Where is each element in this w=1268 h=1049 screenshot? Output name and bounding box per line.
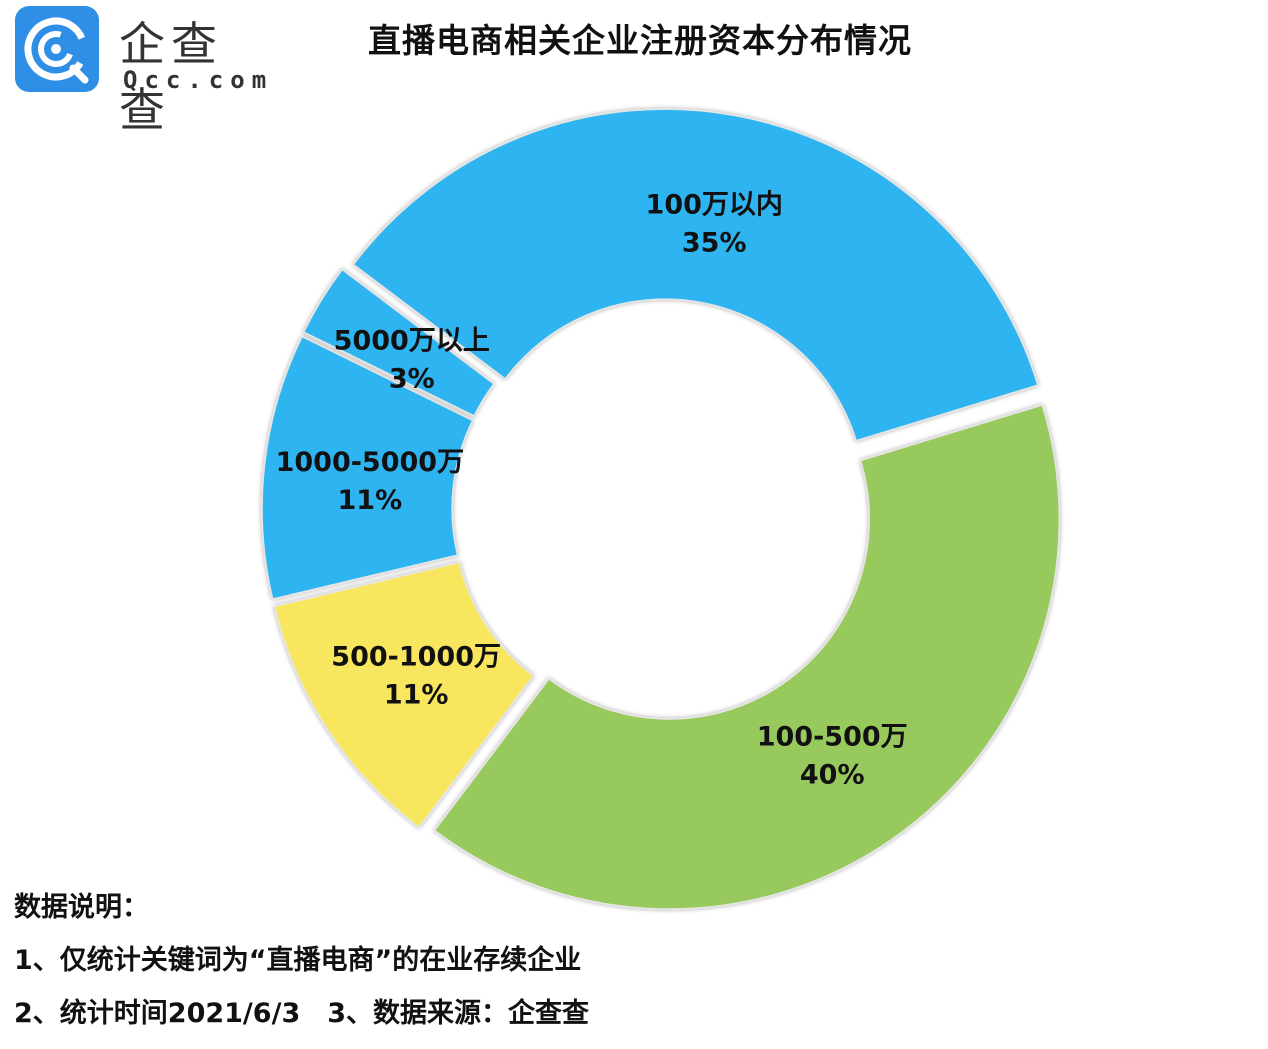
logo-text-en: Qcc.com	[123, 66, 274, 94]
slice-label: 5000万以上	[334, 325, 490, 356]
slice-2	[273, 561, 535, 829]
notes-heading: 数据说明：	[14, 892, 149, 923]
slice-value-label: 3%	[389, 363, 435, 394]
slice-label: 1000-5000万	[276, 447, 465, 478]
notes-line-1: 1、仅统计关键词为“直播电商”的在业存续企业	[14, 945, 582, 976]
slice-value-label: 40%	[800, 760, 865, 791]
slice-label: 500-1000万	[331, 642, 501, 673]
slice-value-label: 11%	[338, 485, 403, 516]
slice-label: 100万以内	[646, 189, 783, 220]
slice-3	[261, 335, 474, 601]
slice-4	[302, 268, 495, 417]
qcc-logo: 企查查 Qcc.com	[15, 6, 266, 137]
slice-value-label: 35%	[682, 227, 747, 258]
notes-line-2: 2、统计时间2021/6/3 3、数据来源：企查查	[14, 998, 590, 1029]
slice-0	[352, 108, 1039, 442]
logo-icon	[15, 6, 99, 92]
data-notes: 数据说明： 1、仅统计关键词为“直播电商”的在业存续企业 2、统计时间2021/…	[14, 890, 589, 1049]
chart-title: 直播电商相关企业注册资本分布情况	[368, 21, 912, 60]
logo-text-cn: 企查查	[119, 17, 223, 137]
slice-value-label: 11%	[384, 680, 449, 711]
slice-label: 100-500万	[757, 722, 908, 753]
slice-1	[433, 404, 1061, 910]
